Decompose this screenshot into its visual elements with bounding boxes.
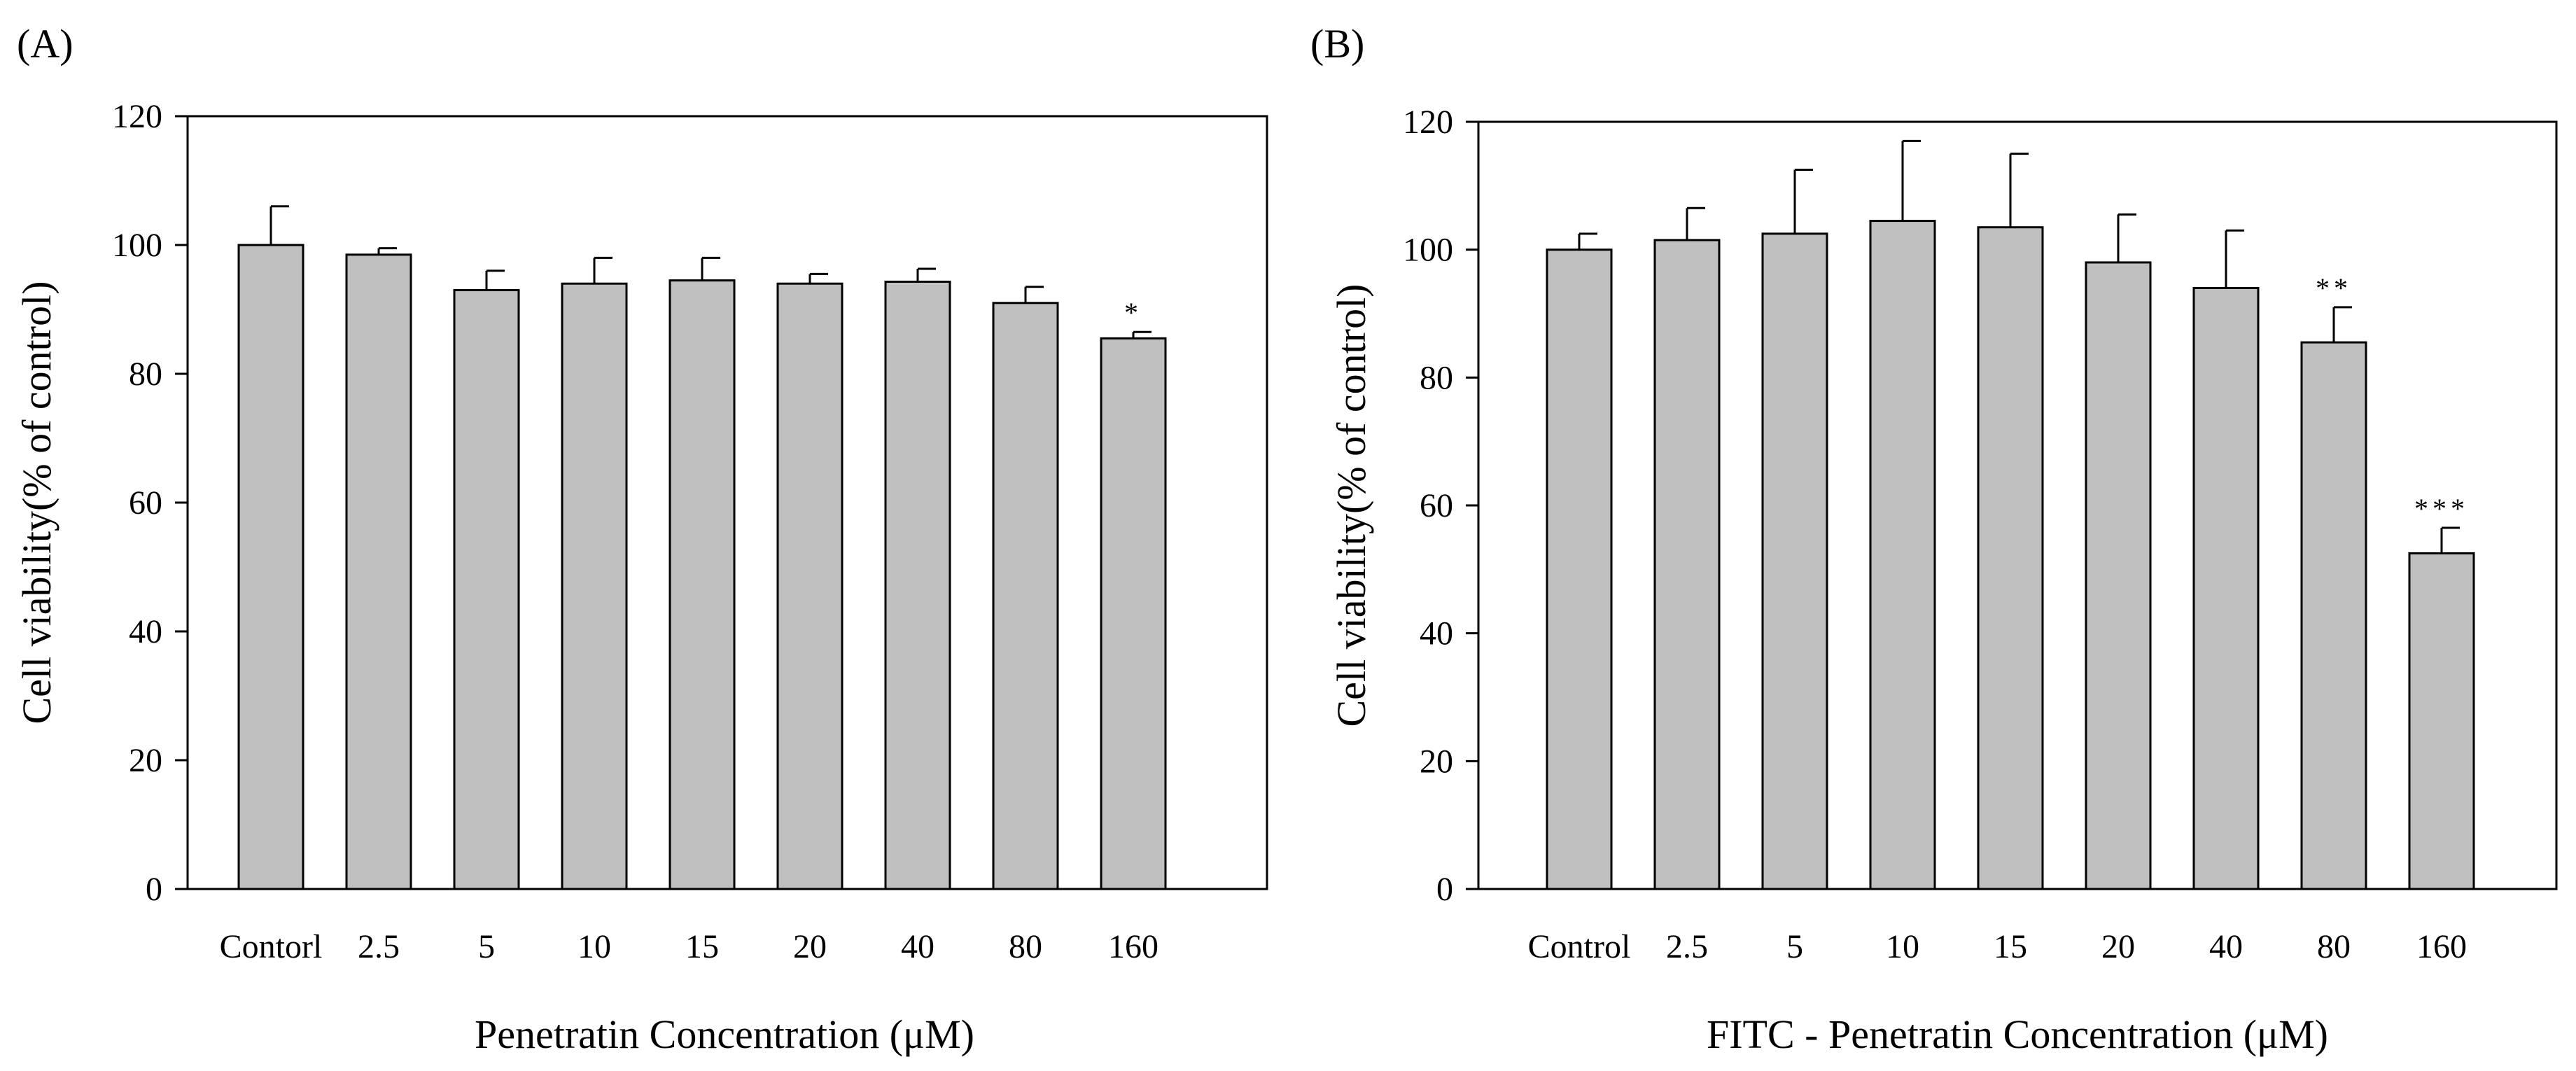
y-tick-label: 60 [129,484,162,522]
panel-label: (A) [17,21,74,66]
x-tick-label: 80 [1009,928,1042,965]
x-tick-label: 2.5 [1666,928,1708,965]
y-tick-label: 80 [1420,359,1453,396]
x-tick-label: 10 [578,928,611,965]
x-tick-label: 160 [1108,928,1158,965]
bar [1100,337,1167,890]
bar [1653,239,1721,890]
x-axis-title: FITC - Penetratin Concentration (μM) [1707,1011,2328,1057]
bar [237,244,304,890]
chart-panel-2: (B) 0 20 40 60 80 100 120 Control 2.5 5 10 15 20 40 ** 8… [1310,21,2558,1057]
x-tick-label: 160 [2416,928,2467,965]
x-tick-label: Contorl [220,928,323,965]
y-tick-label: 0 [1436,871,1453,908]
x-tick-label: 5 [1786,928,1803,965]
x-tick-label: 2.5 [358,928,400,965]
bar [345,253,412,890]
bar [2408,552,2475,890]
y-tick-label: 40 [1420,615,1453,652]
bar [561,282,628,890]
x-tick-label: 80 [2317,928,2351,965]
y-tick-label: 40 [129,613,162,650]
x-tick-label: 20 [793,928,827,965]
x-tick-label: 10 [1886,928,1919,965]
bar [1761,232,1828,890]
y-axis-title: Cell viability(% of control) [14,281,59,724]
significance-marker: * [1124,297,1142,328]
y-tick-label: 20 [1420,743,1453,780]
bar [2192,286,2260,890]
bar [2085,261,2152,890]
bar [884,280,951,890]
y-tick-label: 0 [146,871,162,908]
bar [776,282,844,890]
significance-marker: *** [2414,493,2469,524]
y-tick-label: 120 [1403,104,1453,141]
y-tick-label: 100 [112,227,162,264]
y-tick-label: 80 [129,356,162,393]
x-tick-label: Control [1528,928,1631,965]
chart-panel-1: (A) 0 20 40 60 80 100 120 Contorl 2.5 5 10 15 20 40 80 *… [14,21,1268,1057]
x-axis-title: Penetratin Concentration (μM) [475,1011,974,1057]
x-tick-label: 15 [685,928,719,965]
y-tick-label: 60 [1420,487,1453,524]
y-tick-label: 120 [112,98,162,135]
bar [992,302,1059,890]
panel-label: (B) [1310,21,1364,66]
x-tick-label: 5 [478,928,495,965]
x-tick-label: 15 [1994,928,2027,965]
y-tick-label: 20 [129,742,162,779]
x-tick-label: 40 [901,928,934,965]
bar [668,279,736,890]
y-axis-title: Cell viability(% of control) [1329,284,1374,727]
x-tick-label: 40 [2209,928,2243,965]
significance-marker: ** [2316,272,2352,304]
x-tick-label: 20 [2101,928,2135,965]
bar [453,288,520,890]
bar [2300,341,2367,890]
bar [1977,226,2044,890]
bar [1546,248,1613,890]
y-tick-label: 100 [1403,232,1453,269]
bar [1869,220,1936,890]
